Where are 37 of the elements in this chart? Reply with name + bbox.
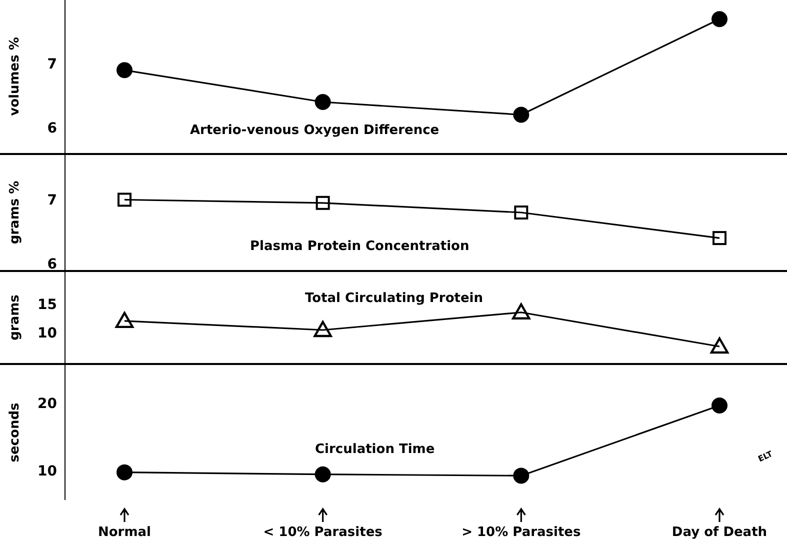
point: [118, 192, 132, 207]
y-tick-label: 6: [47, 120, 57, 136]
text: Circulation Time: [315, 442, 435, 457]
point: [314, 94, 331, 110]
y-tick-label: 10: [38, 325, 58, 342]
point: [316, 196, 330, 210]
point: [314, 466, 331, 482]
point: [712, 398, 728, 414]
point: [514, 206, 528, 220]
point: [513, 468, 530, 484]
y-tick-label: 15: [38, 296, 57, 313]
y-tick-label: 6: [47, 256, 57, 273]
text: Arterio-venous Oxygen Difference: [190, 123, 440, 138]
y-axis-title: seconds: [8, 402, 23, 462]
point: [115, 312, 134, 328]
text: Plasma Protein Concentration: [250, 239, 470, 254]
y-tick-label: 7: [47, 192, 57, 209]
point: [116, 464, 132, 480]
point: [712, 11, 728, 28]
y-tick-label: 20: [38, 396, 58, 412]
y-axis-title: grams %: [8, 180, 23, 244]
annotation: ELT: [757, 449, 774, 464]
x-tick-label: Normal: [98, 525, 151, 540]
text: Total Circulating Protein: [305, 291, 484, 306]
y-axis-title: volumes %: [8, 37, 23, 116]
point: [512, 303, 530, 320]
x-tick-label: Day of Death: [672, 525, 768, 540]
x-tick-label: < 10% Parasites: [263, 525, 383, 540]
y-tick-label: 7: [47, 56, 57, 73]
x-tick-label: > 10% Parasites: [462, 525, 581, 540]
point: [116, 62, 132, 78]
point: [710, 337, 729, 354]
point: [314, 320, 332, 338]
y-axis-title: grams: [8, 294, 23, 340]
point: [712, 231, 726, 246]
y-tick-label: 10: [38, 463, 58, 480]
point: [513, 106, 530, 123]
